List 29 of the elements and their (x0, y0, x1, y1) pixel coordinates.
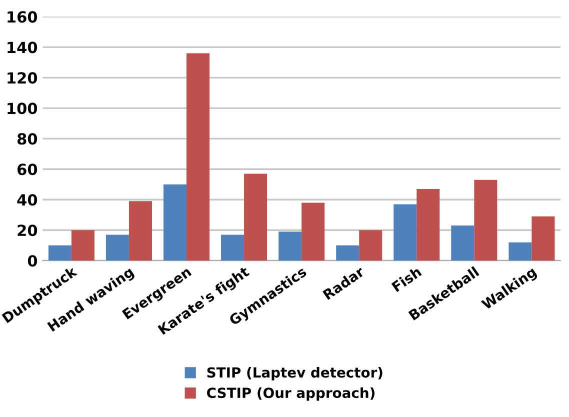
bar (451, 226, 474, 261)
bar (302, 202, 325, 261)
y-tick-label: 100 (8, 102, 38, 114)
bar (71, 230, 94, 261)
bar (474, 180, 498, 261)
bar (336, 245, 360, 261)
y-tick-label: 120 (8, 72, 38, 84)
bar (244, 174, 268, 261)
legend-label: STIP (Laptev detector) (207, 366, 382, 380)
bar (508, 242, 532, 261)
bar (359, 230, 382, 261)
y-tick-label: 20 (18, 224, 38, 236)
bar (48, 245, 72, 261)
bar (532, 216, 555, 261)
y-tick-label: 40 (17, 194, 38, 206)
bar (186, 53, 210, 261)
bar (394, 204, 417, 261)
y-tick-label: 80 (17, 133, 38, 145)
bar (128, 201, 152, 261)
y-tick-label: 140 (8, 42, 38, 54)
y-tick-label: 0 (28, 255, 38, 267)
bar (106, 234, 129, 261)
legend-label: CSTIP (Our approach) (207, 387, 374, 401)
bar (416, 188, 440, 261)
bar (278, 232, 302, 261)
bar (221, 234, 244, 261)
bar (163, 184, 187, 261)
y-tick-label: 60 (18, 164, 38, 176)
y-tick-label: 160 (8, 11, 38, 23)
